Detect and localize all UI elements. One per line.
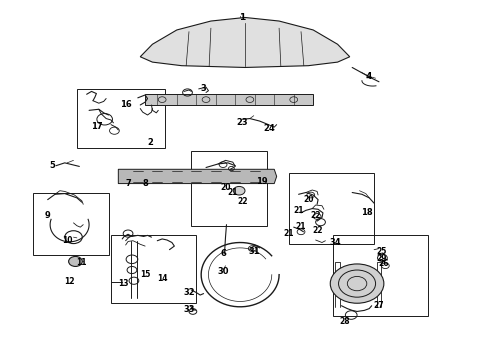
Text: 15: 15 — [140, 270, 150, 279]
Circle shape — [330, 264, 384, 303]
Circle shape — [233, 186, 245, 195]
Polygon shape — [118, 169, 277, 184]
Text: 21: 21 — [296, 222, 306, 231]
Text: 13: 13 — [118, 279, 128, 288]
Text: 5: 5 — [49, 161, 55, 170]
Bar — [77, 89, 165, 148]
Text: 31: 31 — [249, 247, 261, 256]
Text: 22: 22 — [310, 211, 321, 220]
Text: 6: 6 — [220, 249, 226, 258]
Text: 25: 25 — [376, 247, 387, 256]
Polygon shape — [140, 18, 350, 67]
Text: 28: 28 — [340, 316, 350, 325]
Text: 14: 14 — [157, 274, 168, 283]
Text: 4: 4 — [366, 72, 372, 81]
Text: 27: 27 — [374, 301, 384, 310]
Bar — [33, 193, 109, 255]
Circle shape — [69, 256, 82, 266]
Text: 22: 22 — [237, 197, 248, 206]
Text: 20: 20 — [220, 183, 231, 192]
Text: 21: 21 — [227, 188, 238, 197]
Bar — [111, 235, 196, 303]
Text: 9: 9 — [45, 211, 50, 220]
Text: 2: 2 — [147, 138, 153, 147]
Text: 1: 1 — [240, 13, 245, 22]
Text: 3: 3 — [201, 84, 206, 93]
Text: 21: 21 — [294, 206, 304, 215]
Bar — [333, 235, 428, 316]
Text: 8: 8 — [142, 179, 148, 188]
Text: 17: 17 — [91, 122, 102, 131]
Text: 12: 12 — [64, 277, 75, 286]
Polygon shape — [145, 94, 313, 105]
Text: 21: 21 — [284, 229, 294, 238]
Text: 20: 20 — [303, 195, 314, 204]
Text: 16: 16 — [120, 100, 131, 109]
Text: 22: 22 — [313, 225, 323, 234]
Text: 7: 7 — [125, 179, 131, 188]
Text: 34: 34 — [329, 238, 341, 247]
Text: 18: 18 — [361, 208, 372, 217]
Text: 32: 32 — [183, 288, 195, 297]
Text: 24: 24 — [264, 124, 275, 133]
Text: 33: 33 — [183, 305, 195, 314]
Text: 26: 26 — [379, 260, 389, 269]
Text: 23: 23 — [237, 118, 248, 127]
Text: 11: 11 — [76, 258, 87, 267]
Text: 30: 30 — [218, 267, 229, 276]
Bar — [192, 152, 267, 226]
Text: 29: 29 — [376, 254, 387, 263]
Bar — [289, 173, 374, 244]
Text: 10: 10 — [62, 236, 73, 245]
Text: 19: 19 — [256, 177, 268, 186]
